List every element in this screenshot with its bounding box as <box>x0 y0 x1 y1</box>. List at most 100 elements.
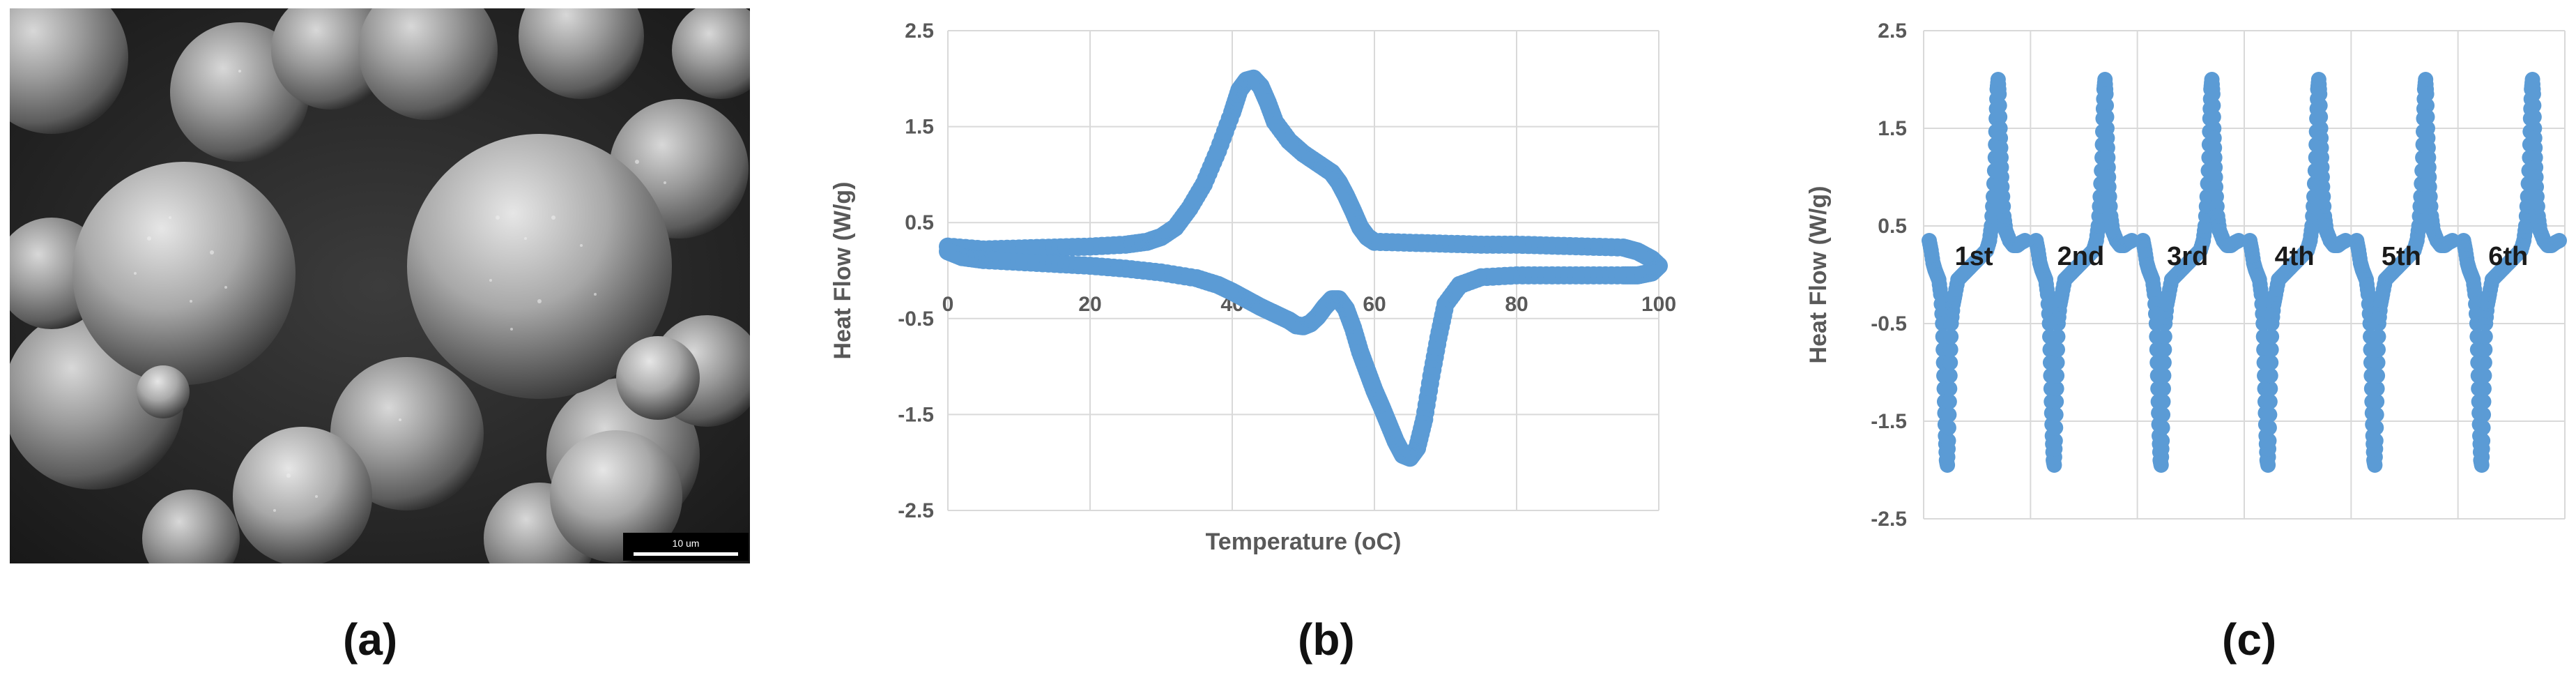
data-point <box>2099 98 2115 114</box>
data-point <box>2370 355 2386 370</box>
data-point <box>2313 109 2329 125</box>
data-point <box>2370 367 2386 384</box>
data-point <box>2552 233 2567 248</box>
data-point <box>2049 367 2065 384</box>
data-point <box>2155 381 2171 397</box>
scale-bar: 10 um <box>623 533 749 561</box>
data-point <box>2155 394 2171 409</box>
data-point <box>2476 407 2492 423</box>
y-tick-label: -1.5 <box>898 403 934 426</box>
data-point <box>2476 355 2492 370</box>
data-point <box>2205 98 2221 114</box>
data-point <box>2368 433 2384 448</box>
data-point <box>2047 433 2063 448</box>
data-point <box>2476 367 2492 384</box>
data-point <box>2368 407 2384 423</box>
panel-label-c: (c) <box>2222 614 2277 665</box>
data-point <box>2048 407 2064 423</box>
data-point <box>2154 433 2170 448</box>
data-point <box>2312 86 2328 102</box>
data-point <box>2526 98 2542 114</box>
dsc-chart-panel: 2.5 1.5 0.5 -0.5 -1.5 -2.5 0 20 40 60 80 100 Tempera… <box>822 8 1687 566</box>
data-point <box>2156 367 2172 384</box>
cycle-label: 1st <box>1955 242 1993 271</box>
cycle-label: 4th <box>2275 242 2315 271</box>
data-point <box>1942 355 1958 370</box>
data-point <box>2048 394 2064 409</box>
panel-label-a: (a) <box>343 614 398 665</box>
data-point <box>1991 86 2007 102</box>
y-tick-label: -0.5 <box>898 308 934 331</box>
data-point <box>2262 381 2278 397</box>
data-point <box>2477 328 2493 344</box>
data-point <box>2263 342 2279 358</box>
data-point <box>1943 328 1959 344</box>
dsc-chart: 2.51.50.5-0.5-1.5-2.50 20 40 60 80 100Tempera… <box>829 20 1676 555</box>
data-point <box>2050 342 2066 358</box>
y-tick-label: -2.5 <box>898 499 934 522</box>
data-point <box>2262 367 2278 384</box>
data-point <box>2262 394 2278 409</box>
data-point <box>2476 394 2492 409</box>
y-tick-label: -0.5 <box>1871 312 1907 335</box>
data-point <box>1942 342 1958 358</box>
y-tick-label: -2.5 <box>1871 508 1907 531</box>
data-point <box>2475 420 2491 436</box>
data-point <box>2263 355 2279 370</box>
y-tick-label: -1.5 <box>1871 410 1907 433</box>
data-point <box>2205 86 2221 102</box>
sem-micrograph-panel: 10 um <box>0 0 769 594</box>
y-tick-label: 2.5 <box>905 20 934 43</box>
data-point <box>2475 433 2491 448</box>
data-point <box>2124 233 2140 248</box>
sem-micrograph-image: 10 um <box>0 0 769 594</box>
data-point <box>2098 86 2114 102</box>
data-point <box>1992 109 2008 125</box>
data-point <box>1991 98 2007 114</box>
y-tick-label: 0.5 <box>1878 215 1907 238</box>
cycle-label: 6th <box>2488 242 2528 271</box>
data-point <box>2526 109 2542 125</box>
data-point <box>2338 233 2354 248</box>
x-tick-label: 20 <box>1078 293 1101 316</box>
data-point <box>2525 86 2541 102</box>
data-point <box>2477 342 2493 358</box>
y-tick-label: 0.5 <box>905 211 934 234</box>
data-point <box>2418 86 2435 102</box>
y-tick-label: 1.5 <box>1878 117 1907 140</box>
data-point <box>2476 381 2492 397</box>
data-point <box>2369 381 2385 397</box>
data-point <box>2099 109 2115 125</box>
data-point <box>2155 407 2171 423</box>
y-axis-title: Heat Flow (W/g) <box>1805 186 1832 364</box>
data-point <box>2049 355 2065 370</box>
x-axis-title: Temperature (oC) <box>1206 529 1402 555</box>
data-point <box>2231 233 2246 248</box>
data-point <box>1941 407 1957 423</box>
x-tick-label: 100 <box>1641 293 1676 316</box>
data-point <box>2419 98 2435 114</box>
data-point <box>2048 381 2064 397</box>
data-point <box>2205 109 2221 125</box>
data-point <box>1941 394 1957 409</box>
y-tick-label: 1.5 <box>905 116 934 139</box>
panel-label-b: (b) <box>1298 614 1355 665</box>
data-point <box>2419 109 2435 125</box>
data-point <box>2261 420 2277 436</box>
data-point <box>1940 420 1956 436</box>
x-tick-label: 60 <box>1363 293 1386 316</box>
data-point <box>2312 98 2328 114</box>
data-point <box>2156 342 2172 358</box>
data-point <box>2370 342 2386 358</box>
data-point <box>2262 407 2278 423</box>
data-point <box>2368 420 2384 436</box>
x-tick-label: 0 <box>942 293 954 316</box>
cycling-chart: 2.5 1.5 0.5 -0.5 -1.5 -2.5 1st 2nd 3rd 4th 5th 6th H… <box>1805 20 2567 531</box>
data-point <box>2261 433 2277 448</box>
data-point <box>2048 420 2064 436</box>
y-axis-title: Heat Flow (W/g) <box>829 182 856 360</box>
data-point <box>2154 420 2170 436</box>
data-point <box>1942 381 1958 397</box>
data-point <box>2444 233 2460 248</box>
cycle-label: 3rd <box>2167 242 2208 271</box>
